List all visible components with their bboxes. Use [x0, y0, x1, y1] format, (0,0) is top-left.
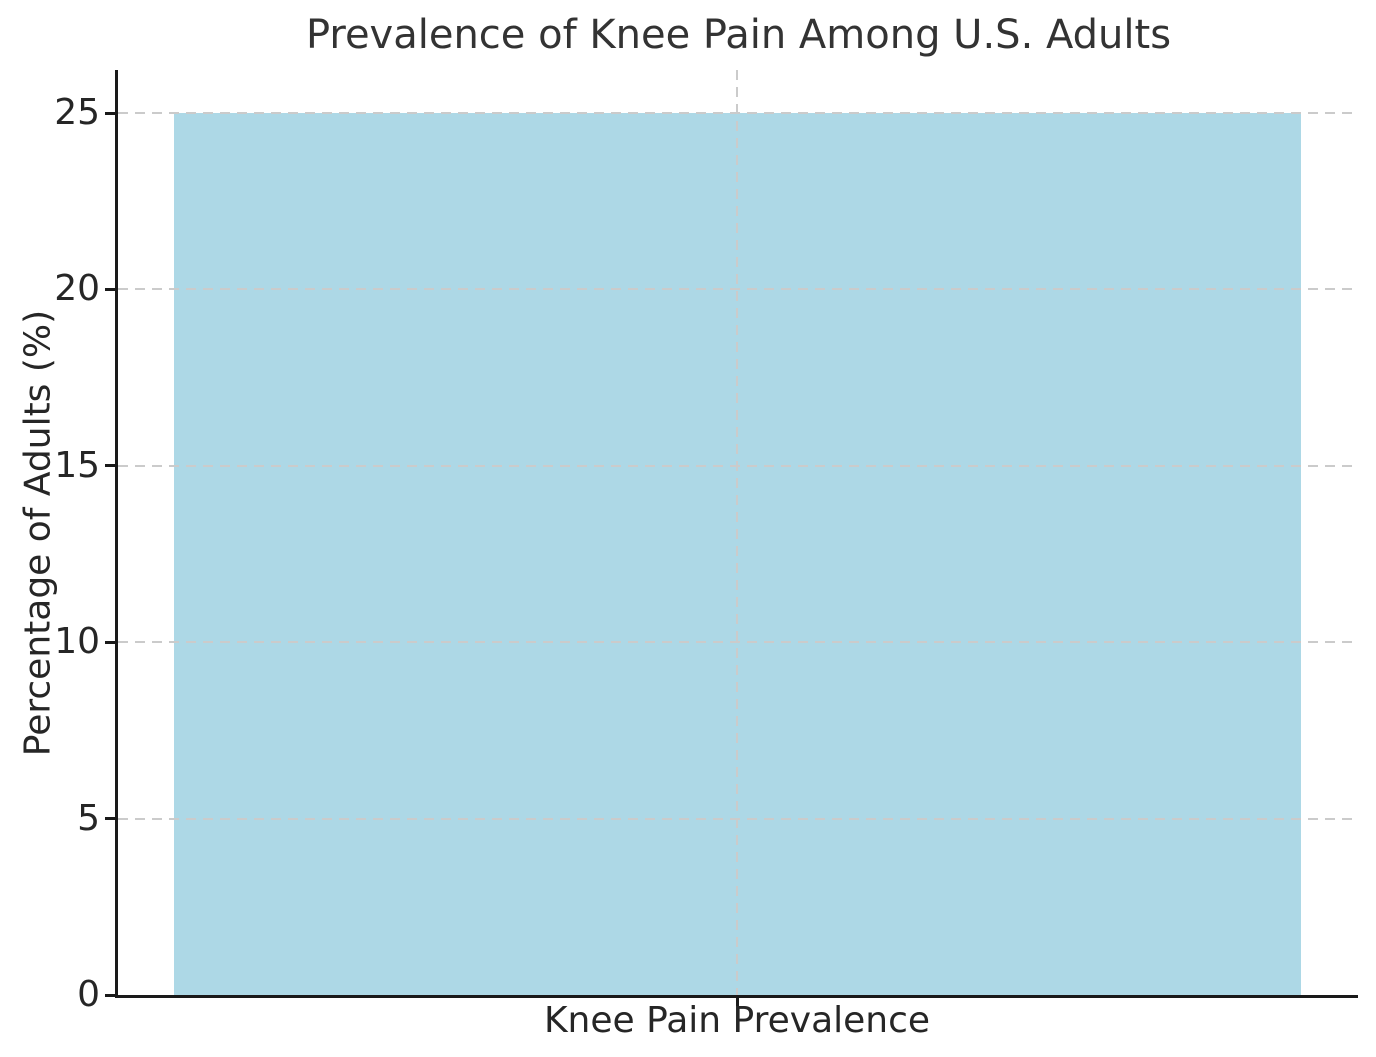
y-tick-mark: [105, 993, 117, 997]
y-tick-mark: [105, 111, 117, 115]
y-gridline: [118, 817, 1358, 820]
y-axis-label: Percentage of Adults (%): [17, 309, 59, 757]
y-gridline: [118, 464, 1358, 467]
y-tick-label: 20: [54, 268, 100, 310]
y-tick-mark: [105, 287, 117, 291]
y-tick-label: 0: [77, 974, 100, 1015]
y-gridline: [118, 112, 1358, 114]
y-tick-label: 25: [54, 92, 100, 133]
y-axis-spine: [115, 70, 118, 998]
y-tick-mark: [105, 464, 117, 468]
y-tick-label: 10: [54, 621, 100, 663]
y-tick-mark: [105, 817, 117, 821]
y-tick-label: 15: [54, 444, 100, 486]
y-gridline: [118, 288, 1358, 291]
x-tick-mark: [735, 995, 739, 1006]
x-gridline: [736, 70, 738, 995]
x-tick-label: Knee Pain Prevalence: [543, 1000, 931, 1041]
chart-title: Prevalence of Knee Pain Among U.S. Adult…: [305, 12, 1172, 58]
y-tick-mark: [105, 640, 117, 644]
y-gridline: [118, 641, 1358, 644]
y-tick-label: 5: [77, 797, 100, 839]
